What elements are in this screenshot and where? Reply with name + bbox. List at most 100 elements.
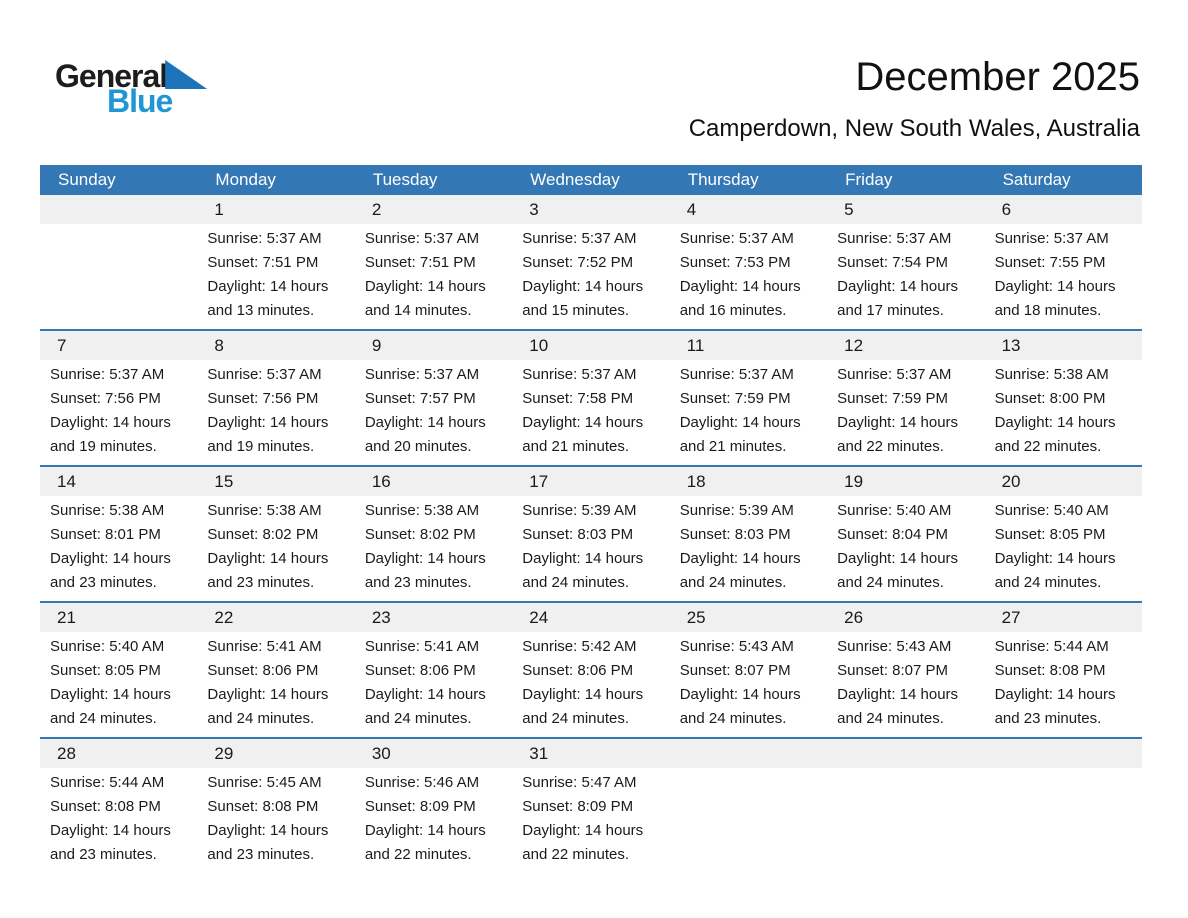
sunrise-text: Sunrise: 5:37 AM [994, 230, 1109, 247]
day-details [985, 768, 1142, 777]
daylight-text: Daylight: 14 hours and 24 minutes. [522, 550, 644, 591]
daylight-text: Daylight: 14 hours and 24 minutes. [837, 686, 959, 727]
sunrise-text: Sunrise: 5:40 AM [50, 638, 165, 655]
day-number: 5 [827, 195, 985, 224]
day-cell: 8 Sunrise: 5:37 AM Sunset: 7:56 PM Daylight… [197, 331, 355, 465]
logo-triangle-icon [165, 60, 208, 89]
page-subtitle: Camperdown, New South Wales, Australia [688, 115, 1140, 142]
day-number: 20 [984, 467, 1142, 496]
daylight-text: Daylight: 14 hours and 20 minutes. [364, 414, 486, 455]
sunrise-text: Sunrise: 5:37 AM [679, 366, 794, 383]
daylight-text: Daylight: 14 hours and 22 minutes. [837, 414, 959, 455]
day-number: 14 [40, 467, 198, 496]
daylight-text: Daylight: 14 hours and 24 minutes. [679, 550, 801, 591]
day-number: 16 [354, 467, 513, 496]
day-cell: 6 Sunrise: 5:37 AM Sunset: 7:55 PM Daylight… [984, 195, 1142, 329]
day-number: 6 [984, 195, 1142, 224]
day-number: 21 [40, 603, 198, 632]
sunset-text: Sunset: 8:02 PM [207, 526, 319, 543]
week-row: 1 Sunrise: 5:37 AM Sunset: 7:51 PM Daylight… [40, 195, 1142, 329]
sunrise-text: Sunrise: 5:37 AM [837, 230, 952, 247]
sunrise-text: Sunrise: 5:46 AM [364, 774, 480, 791]
sunrise-text: Sunrise: 5:39 AM [522, 502, 637, 519]
day-details: Sunrise: 5:41 AM Sunset: 8:06 PM Daylight:… [355, 632, 512, 737]
daylight-text: Daylight: 14 hours and 23 minutes. [50, 822, 171, 863]
day-details: Sunrise: 5:37 AM Sunset: 7:55 PM Daylight:… [985, 224, 1142, 329]
daylight-text: Daylight: 14 hours and 21 minutes. [522, 414, 644, 455]
day-cell: 21 Sunrise: 5:40 AM Sunset: 8:05 PM Dayligh… [40, 603, 198, 737]
daylight-text: Daylight: 14 hours and 24 minutes. [679, 686, 801, 727]
sunset-text: Sunset: 7:59 PM [837, 390, 949, 407]
day-details: Sunrise: 5:38 AM Sunset: 8:02 PM Daylight:… [197, 496, 354, 601]
day-number: 25 [669, 603, 828, 632]
day-details [827, 768, 984, 777]
day-number: 24 [512, 603, 670, 632]
daylight-text: Daylight: 14 hours and 21 minutes. [679, 414, 801, 455]
day-details [40, 224, 197, 233]
daylight-text: Daylight: 14 hours and 23 minutes. [207, 550, 329, 591]
day-details [670, 768, 827, 777]
daylight-text: Daylight: 14 hours and 17 minutes. [837, 278, 959, 319]
day-number: 28 [40, 739, 198, 768]
day-number [669, 739, 828, 768]
day-number: 22 [197, 603, 355, 632]
sunset-text: Sunset: 7:58 PM [522, 390, 634, 407]
day-details: Sunrise: 5:42 AM Sunset: 8:06 PM Daylight:… [512, 632, 669, 737]
day-cell: 11 Sunrise: 5:37 AM Sunset: 7:59 PM Dayligh… [669, 331, 828, 465]
day-number: 15 [197, 467, 355, 496]
day-details: Sunrise: 5:37 AM Sunset: 7:52 PM Daylight:… [512, 224, 669, 329]
daylight-text: Daylight: 14 hours and 23 minutes. [50, 550, 171, 591]
day-details: Sunrise: 5:40 AM Sunset: 8:05 PM Daylight:… [985, 496, 1142, 601]
weekday-label: Wednesday [530, 170, 620, 189]
day-details: Sunrise: 5:37 AM Sunset: 7:57 PM Daylight:… [355, 360, 512, 465]
daylight-text: Daylight: 14 hours and 14 minutes. [364, 278, 486, 319]
day-number: 4 [669, 195, 828, 224]
daylight-text: Daylight: 14 hours and 23 minutes. [364, 550, 486, 591]
day-number: 1 [197, 195, 355, 224]
day-number: 27 [984, 603, 1142, 632]
sunrise-text: Sunrise: 5:37 AM [207, 230, 322, 247]
daylight-text: Daylight: 14 hours and 18 minutes. [994, 278, 1116, 319]
day-cell: 3 Sunrise: 5:37 AM Sunset: 7:52 PM Daylight… [512, 195, 670, 329]
sunrise-text: Sunrise: 5:38 AM [994, 366, 1109, 383]
sunset-text: Sunset: 8:08 PM [50, 798, 161, 815]
sunrise-text: Sunrise: 5:37 AM [207, 366, 322, 383]
daylight-text: Daylight: 14 hours and 23 minutes. [207, 822, 329, 863]
day-details: Sunrise: 5:39 AM Sunset: 8:03 PM Daylight:… [670, 496, 827, 601]
day-details: Sunrise: 5:37 AM Sunset: 7:58 PM Daylight:… [512, 360, 669, 465]
day-cell: 28 Sunrise: 5:44 AM Sunset: 8:08 PM Dayligh… [40, 739, 198, 873]
day-details: Sunrise: 5:47 AM Sunset: 8:09 PM Daylight:… [512, 768, 669, 873]
day-cell: 29 Sunrise: 5:45 AM Sunset: 8:08 PM Dayligh… [197, 739, 355, 873]
day-cell: 26 Sunrise: 5:43 AM Sunset: 8:07 PM Dayligh… [827, 603, 985, 737]
day-cell: 16 Sunrise: 5:38 AM Sunset: 8:02 PM Dayligh… [354, 467, 513, 601]
sunset-text: Sunset: 8:07 PM [837, 662, 949, 679]
day-number: 26 [827, 603, 985, 632]
daylight-text: Daylight: 14 hours and 24 minutes. [837, 550, 959, 591]
day-cell: 15 Sunrise: 5:38 AM Sunset: 8:02 PM Dayligh… [197, 467, 355, 601]
daylight-text: Daylight: 14 hours and 23 minutes. [994, 686, 1116, 727]
day-cell: 22 Sunrise: 5:41 AM Sunset: 8:06 PM Dayligh… [197, 603, 355, 737]
day-number [40, 195, 198, 224]
sunrise-text: Sunrise: 5:38 AM [207, 502, 322, 519]
day-details: Sunrise: 5:44 AM Sunset: 8:08 PM Daylight:… [985, 632, 1142, 737]
daylight-text: Daylight: 14 hours and 24 minutes. [994, 550, 1116, 591]
sunset-text: Sunset: 7:55 PM [994, 254, 1106, 271]
day-cell: 4 Sunrise: 5:37 AM Sunset: 7:53 PM Daylight… [669, 195, 828, 329]
sunset-text: Sunset: 7:51 PM [207, 254, 319, 271]
day-cell: 14 Sunrise: 5:38 AM Sunset: 8:01 PM Dayligh… [40, 467, 198, 601]
sunrise-text: Sunrise: 5:43 AM [837, 638, 952, 655]
logo-text-general: General [55, 58, 168, 94]
day-cell: 31 Sunrise: 5:47 AM Sunset: 8:09 PM Dayligh… [512, 739, 670, 873]
day-details: Sunrise: 5:45 AM Sunset: 8:08 PM Daylight:… [197, 768, 354, 873]
day-number: 11 [669, 331, 828, 360]
week-row: 7 Sunrise: 5:37 AM Sunset: 7:56 PM Daylight… [40, 329, 1142, 465]
day-number [827, 739, 985, 768]
sunset-text: Sunset: 7:54 PM [837, 254, 949, 271]
sunset-text: Sunset: 7:53 PM [679, 254, 791, 271]
weekday-label: Sunday [58, 170, 116, 189]
sunset-text: Sunset: 8:09 PM [522, 798, 634, 815]
day-cell: 10 Sunrise: 5:37 AM Sunset: 7:58 PM Dayligh… [512, 331, 670, 465]
sunrise-text: Sunrise: 5:43 AM [679, 638, 794, 655]
sunrise-text: Sunrise: 5:41 AM [364, 638, 480, 655]
sunset-text: Sunset: 8:06 PM [364, 662, 476, 679]
